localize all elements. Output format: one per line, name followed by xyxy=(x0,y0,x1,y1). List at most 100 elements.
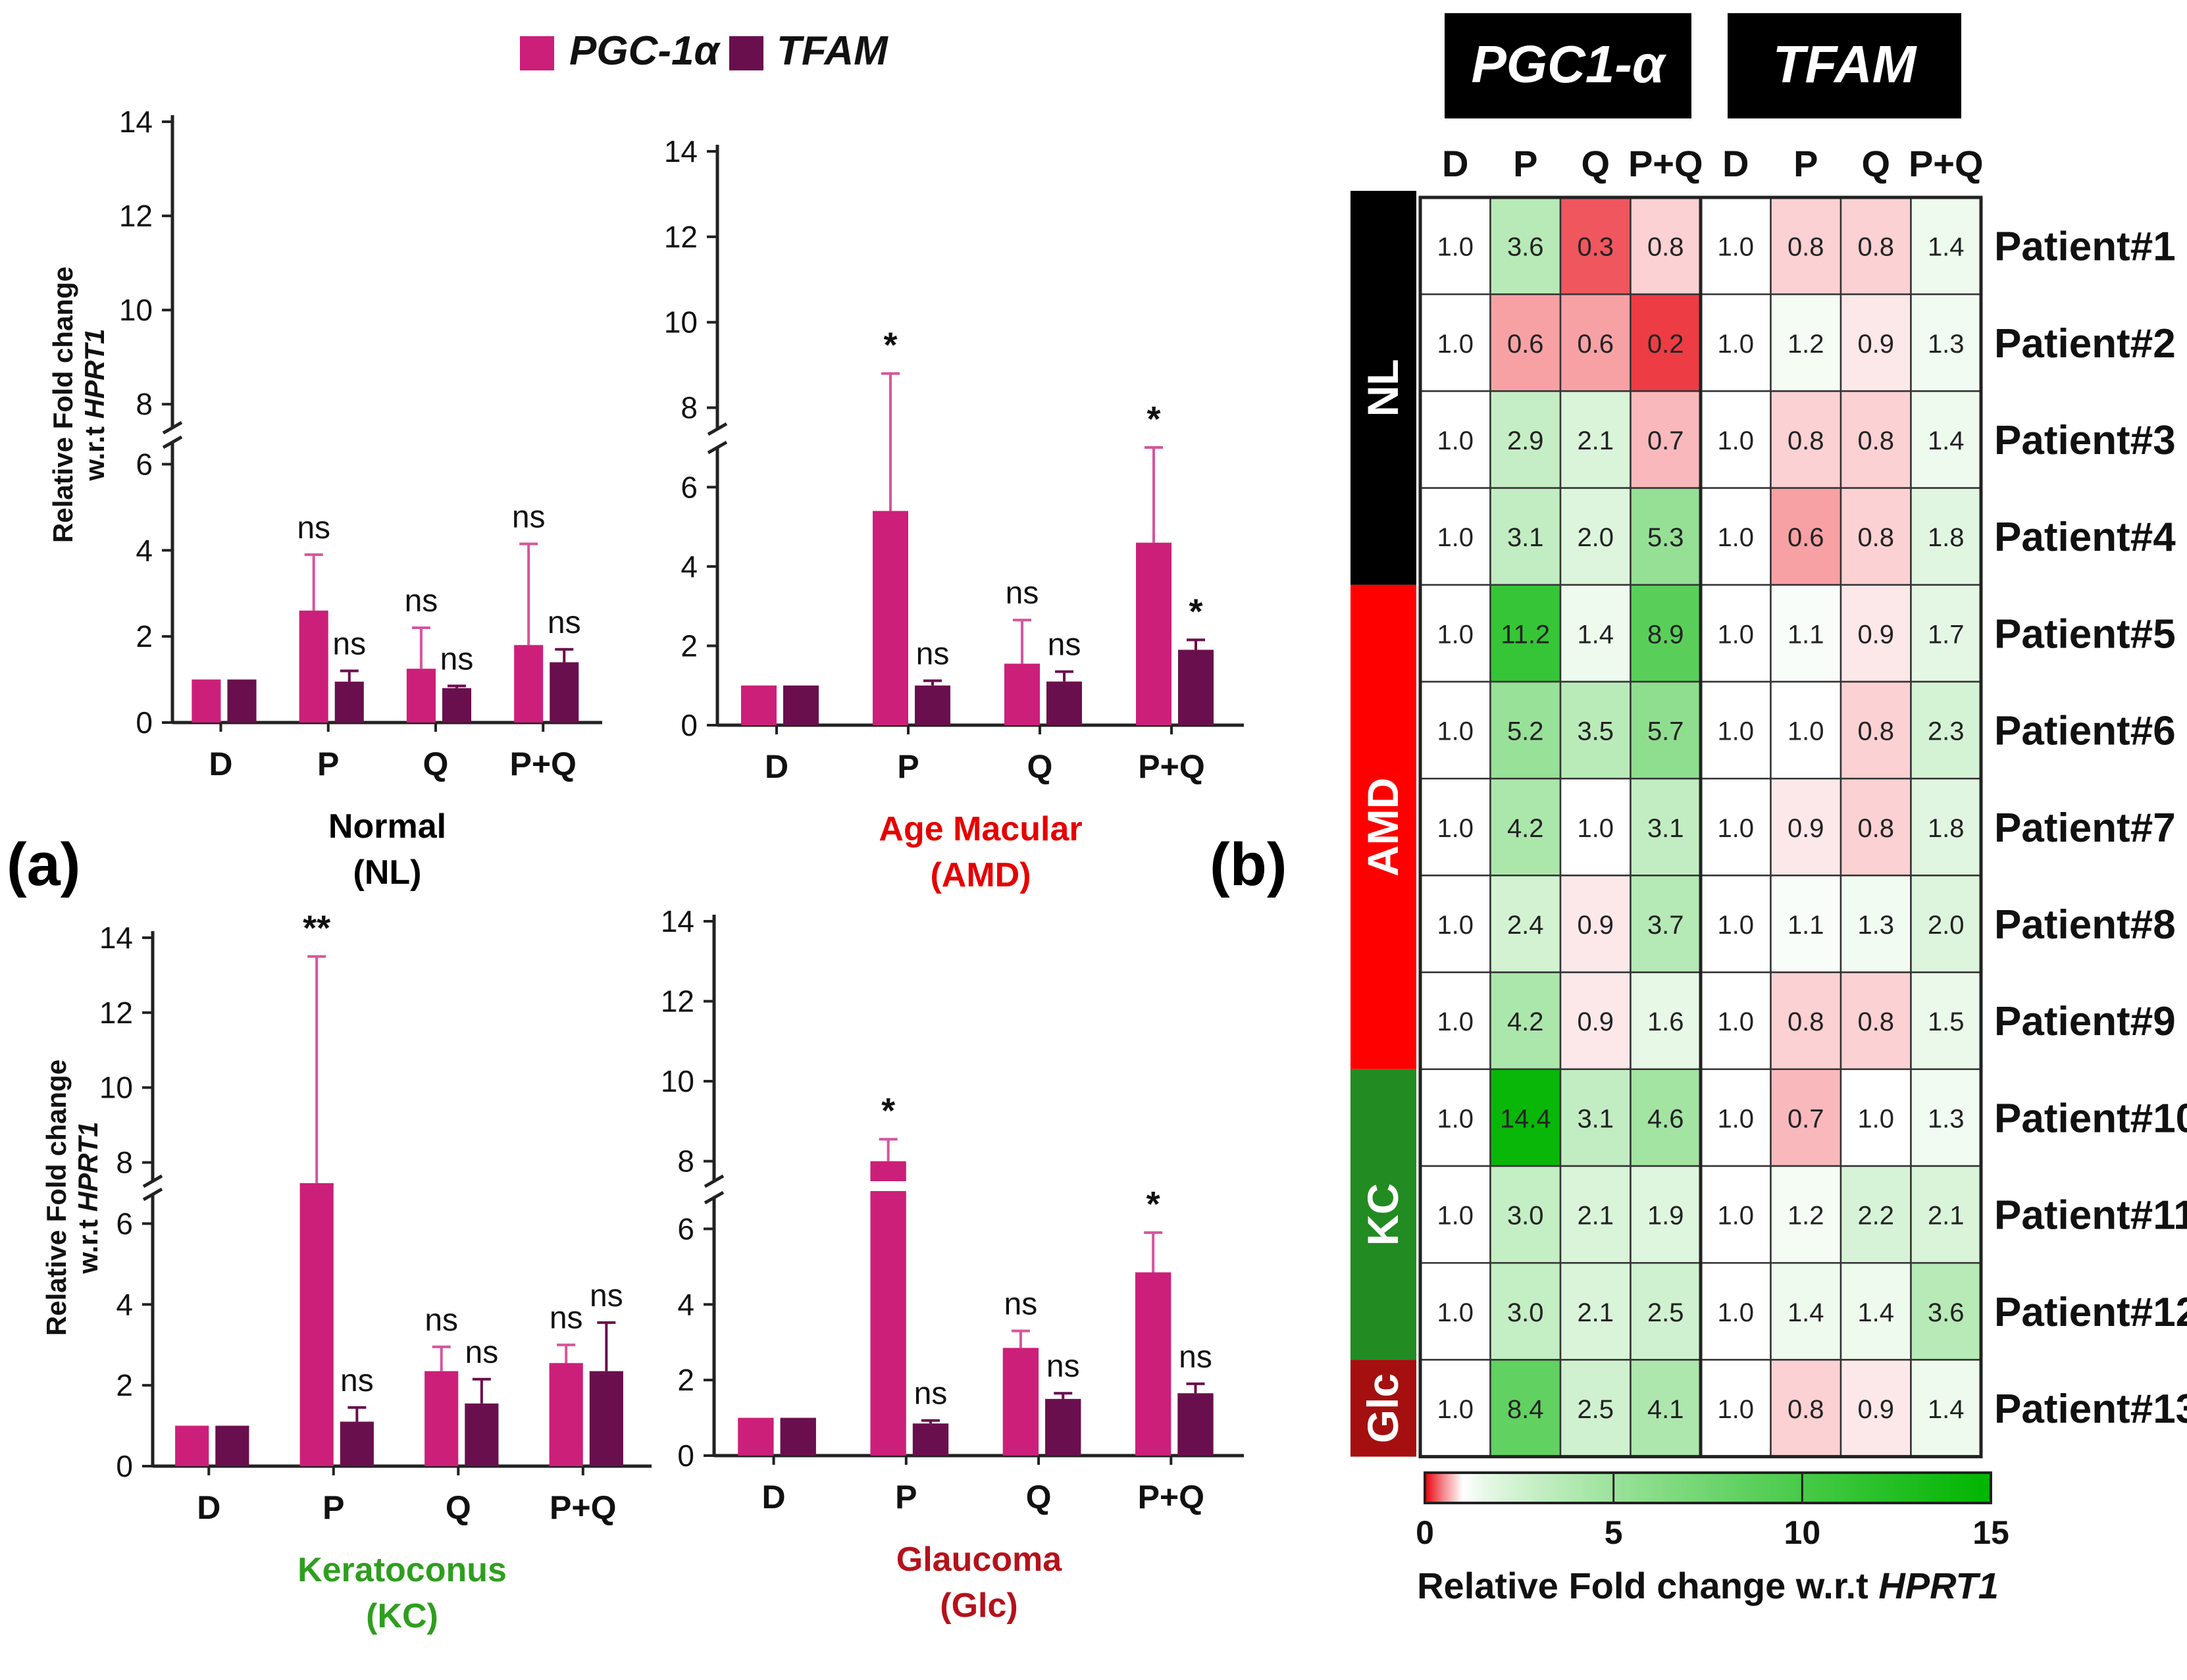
heatmap-cell-label: 1.0 xyxy=(1717,911,1754,940)
heatmap-cell xyxy=(1910,293,1982,392)
heatmap-cell xyxy=(1559,971,1632,1071)
y-tick-label: 4 xyxy=(136,533,153,567)
x-tick-label: P xyxy=(897,748,919,785)
heatmap-cell-label: 1.3 xyxy=(1928,1104,1965,1133)
significance-label: * xyxy=(1189,592,1202,631)
y-tick-label: 14 xyxy=(664,134,698,168)
legend-label-tfam: TFAM xyxy=(777,28,888,74)
heatmap-cell-label: 14.4 xyxy=(1500,1104,1551,1133)
bar xyxy=(549,1363,583,1466)
heatmap-cell xyxy=(1910,875,1982,973)
group-label: AMD xyxy=(1358,778,1407,877)
colorbar-label-prefix: Relative Fold change w.r.t xyxy=(1417,1565,1878,1606)
significance-label: ns xyxy=(440,642,474,676)
heatmap-cell xyxy=(1910,1261,1982,1361)
heatmap-cell xyxy=(1489,487,1562,586)
heatmap-cell-label: 1.4 xyxy=(1928,1395,1965,1424)
y-tick-label: 2 xyxy=(136,619,153,653)
heatmap-cell-label: 0.9 xyxy=(1788,814,1824,843)
column-label: P+Q xyxy=(1909,143,1984,184)
x-tick-label: Q xyxy=(1026,1479,1052,1515)
significance-label: ns xyxy=(340,1363,374,1398)
x-tick-label: D xyxy=(209,746,232,782)
bar xyxy=(915,685,950,725)
heatmap-cell xyxy=(1699,584,1772,683)
significance-label: ns xyxy=(425,1303,458,1338)
heatmap-cell-label: 1.0 xyxy=(1437,1395,1474,1424)
bar xyxy=(442,688,472,723)
significance-label: ns xyxy=(914,1377,948,1412)
heatmap-cell-label: 1.0 xyxy=(1717,717,1754,746)
heatmap-cell-label: 1.1 xyxy=(1788,911,1824,940)
significance-label: ** xyxy=(303,908,330,948)
significance-label: ns xyxy=(1048,628,1081,663)
heatmap-cell-label: 0.8 xyxy=(1857,1007,1894,1036)
chart-title: Glaucoma xyxy=(896,1540,1062,1579)
y-tick-label: 6 xyxy=(677,1211,694,1246)
legend-label-pgc: PGC-1α xyxy=(569,28,721,74)
y-axis-label: Relative Fold change xyxy=(47,267,78,543)
axis-break-mark xyxy=(142,1187,163,1202)
heatmap-cell xyxy=(1489,680,1562,780)
group-bar xyxy=(1351,1360,1416,1457)
heatmap-cell-label: 11.2 xyxy=(1501,620,1550,649)
heatmap-cell xyxy=(1630,1165,1702,1264)
heatmap-cell-label: 1.0 xyxy=(1717,1104,1754,1133)
heatmap-cell-label: 1.0 xyxy=(1437,620,1474,649)
y-tick-label: 12 xyxy=(664,220,698,254)
significance-label: ns xyxy=(332,626,366,661)
row-label: Patient#12 xyxy=(1994,1290,2187,1335)
bar xyxy=(334,681,364,723)
heatmap-cell-label: 3.6 xyxy=(1507,233,1544,262)
chart-title-abbr: (KC) xyxy=(366,1597,438,1635)
y-tick-label: 8 xyxy=(677,1144,694,1179)
bar xyxy=(1045,1398,1081,1456)
heatmap-cell-label: 1.0 xyxy=(1437,233,1474,262)
heatmap-cell-label: 0.6 xyxy=(1507,330,1544,359)
significance-label: ns xyxy=(512,499,546,534)
significance-label: ns xyxy=(916,636,950,671)
group-bar xyxy=(1351,191,1416,585)
heatmap-cell-label: 0.8 xyxy=(1647,233,1684,262)
heatmap-cell-label: 0.8 xyxy=(1857,717,1894,746)
heatmap-cell xyxy=(1489,971,1562,1071)
heatmap-cell-label: 0.3 xyxy=(1577,233,1614,262)
y-axis-label-line2: w.r.t HPRT1 xyxy=(72,1121,103,1274)
column-label: P xyxy=(1793,143,1818,184)
gene-header-label: TFAM xyxy=(1773,35,1918,93)
heatmap-cell-label: 0.8 xyxy=(1788,233,1824,262)
heatmap-cell xyxy=(1559,487,1632,586)
y-tick-label: 4 xyxy=(681,549,698,584)
chart-title: Normal xyxy=(328,807,446,846)
heatmap-cell-label: 0.7 xyxy=(1788,1104,1824,1133)
x-tick-label: P+Q xyxy=(509,746,576,782)
heatmap-cell-label: 8.9 xyxy=(1647,620,1684,649)
significance-label: * xyxy=(1146,399,1160,439)
heatmap-cell xyxy=(1419,1261,1491,1361)
heatmap-cell-label: 1.3 xyxy=(1928,330,1965,359)
heatmap-cell-label: 1.0 xyxy=(1717,330,1754,359)
heatmap-cell xyxy=(1630,1068,1702,1167)
bar xyxy=(215,1425,249,1466)
heatmap-cell xyxy=(1489,1261,1562,1361)
heatmap-cell-label: 3.1 xyxy=(1647,814,1684,843)
y-tick-label: 4 xyxy=(677,1287,694,1321)
significance-label: ns xyxy=(1046,1349,1080,1384)
heatmap-cell xyxy=(1770,1359,1842,1458)
y-tick-label: 2 xyxy=(681,628,698,663)
heatmap-cell-label: 0.9 xyxy=(1857,330,1894,359)
x-tick-label: D xyxy=(762,1479,786,1515)
heatmap-cell xyxy=(1770,777,1842,877)
heatmap-cell-label: 1.5 xyxy=(1928,1007,1965,1036)
heatmap-cell-label: 2.0 xyxy=(1928,911,1965,940)
column-label: D xyxy=(1442,143,1468,184)
bar xyxy=(299,1183,334,1186)
x-tick-label: P xyxy=(895,1479,917,1515)
gene-header-label: PGC1-α xyxy=(1471,35,1666,93)
bar xyxy=(738,1417,774,1456)
significance-label: ns xyxy=(1006,576,1039,611)
row-label: Patient#4 xyxy=(1994,515,2176,560)
y-tick-label: 14 xyxy=(661,904,694,938)
heatmap-cell xyxy=(1559,875,1632,973)
y-tick-label: 14 xyxy=(99,921,133,955)
